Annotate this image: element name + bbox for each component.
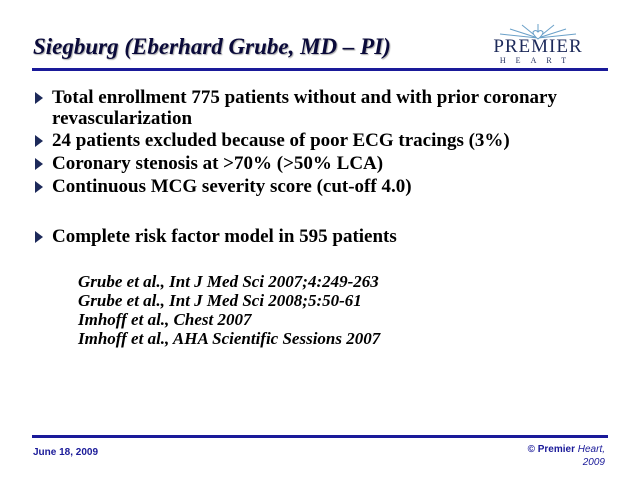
premier-heart-logo: PREMIER HEART: [470, 24, 606, 66]
slide-title: Siegburg (Eberhard Grube, MD – PI): [33, 34, 391, 59]
triangle-bullet-icon: [35, 135, 43, 147]
triangle-bullet-icon: [35, 231, 43, 243]
bullet-item: Total enrollment 775 patients without an…: [35, 87, 592, 129]
triangle-bullet-icon: [35, 181, 43, 193]
bullet-item: Complete risk factor model in 595 patien…: [35, 226, 592, 247]
logo-sub: HEART: [499, 56, 577, 65]
bullet-item: Coronary stenosis at >70% (>50% LCA): [35, 153, 592, 174]
reference: Imhoff et al., AHA Scientific Sessions 2…: [78, 329, 381, 348]
triangle-bullet-icon: [35, 92, 43, 104]
logo-word: PREMIER: [493, 36, 583, 57]
reference: Grube et al., Int J Med Sci 2008;5:50-61: [78, 291, 362, 310]
footer-copyright: © Premier Heart, 2009: [527, 444, 605, 468]
footer-divider: [32, 435, 608, 438]
footer-date: June 18, 2009: [33, 447, 99, 458]
bullet-item: 24 patients excluded because of poor ECG…: [35, 130, 592, 151]
sunburst-icon: [499, 24, 577, 40]
reference: Imhoff et al., Chest 2007: [78, 310, 252, 329]
header-divider: [32, 68, 608, 71]
reference: Grube et al., Int J Med Sci 2007;4:249-2…: [78, 272, 379, 291]
triangle-bullet-icon: [35, 158, 43, 170]
bullet-item: Continuous MCG severity score (cut-off 4…: [35, 176, 592, 197]
